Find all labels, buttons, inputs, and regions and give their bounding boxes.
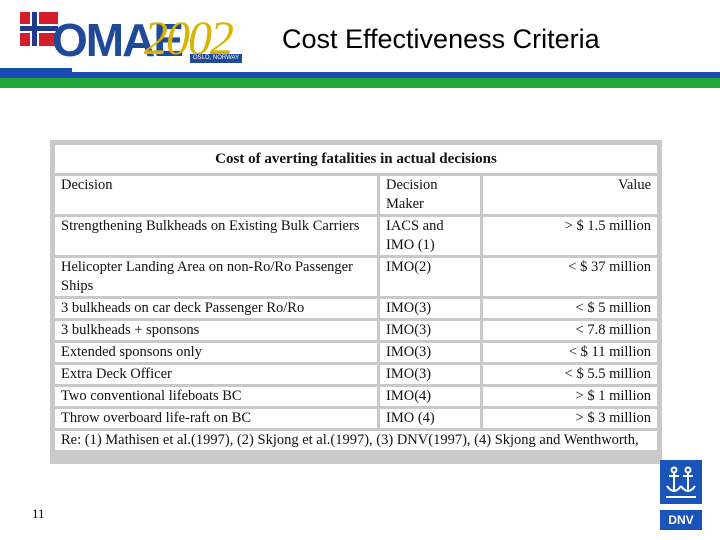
table-row: Extra Deck Officer IMO(3) < $ 5.5 millio… [55,365,657,384]
cell-maker: IMO(3) [380,343,480,362]
header-blue-bar [0,72,720,78]
table-caption-row: Cost of averting fatalities in actual de… [55,145,657,173]
cell-decision: Strengthening Bulkheads on Existing Bulk… [55,217,377,255]
cell-maker: IMO(4) [380,387,480,406]
table-row: Throw overboard life-raft on BC IMO (4) … [55,409,657,428]
cell-value: > $ 1 million [483,387,657,406]
cell-decision: 3 bulkheads on car deck Passenger Ro/Ro [55,299,377,318]
cell-maker: IMO(2) [380,258,480,296]
cell-decision: Helicopter Landing Area on non-Ro/Ro Pas… [55,258,377,296]
cell-maker: IACS and IMO (1) [380,217,480,255]
table-row: Two conventional lifeboats BC IMO(4) > $… [55,387,657,406]
cell-value: < $ 5.5 million [483,365,657,384]
cell-decision: Throw overboard life-raft on BC [55,409,377,428]
cell-value: < 7.8 million [483,321,657,340]
header-decision-maker: Decision Maker [380,176,480,214]
table-row: 3 bulkheads on car deck Passenger Ro/Ro … [55,299,657,318]
omae-logo: OMAE 2002 OSLO, NORWAY [14,10,246,68]
cell-decision: Extra Deck Officer [55,365,377,384]
header-value: Value [483,176,657,214]
dnv-emblem [660,460,702,504]
cell-maker: IMO (4) [380,409,480,428]
table-footnote: Re: (1) Mathisen et al.(1997), (2) Skjon… [55,431,657,450]
cell-value: < $ 37 million [483,258,657,296]
norway-flag-icon [20,12,58,46]
header-decision: Decision [55,176,377,214]
cell-value: < $ 11 million [483,343,657,362]
cell-value: > $ 3 million [483,409,657,428]
cell-maker: IMO(3) [380,299,480,318]
table-footnote-row: Re: (1) Mathisen et al.(1997), (2) Skjon… [55,431,657,450]
cost-table: Cost of averting fatalities in actual de… [52,142,660,453]
cell-value: > $ 1.5 million [483,217,657,255]
table-header-row: Decision Decision Maker Value [55,176,657,214]
header-green-bar [0,78,720,88]
table-row: Helicopter Landing Area on non-Ro/Ro Pas… [55,258,657,296]
cell-maker: IMO(3) [380,365,480,384]
page-number: 11 [32,506,45,521]
cell-decision: Extended sponsons only [55,343,377,362]
logo-location: OSLO, NORWAY [190,54,242,63]
cell-maker: IMO(3) [380,321,480,340]
cell-decision: Two conventional lifeboats BC [55,387,377,406]
dnv-label: DNV [660,510,702,530]
anchor-icon [666,466,696,498]
page-title: Cost Effectiveness Criteria [282,24,600,54]
table-row: 3 bulkheads + sponsons IMO(3) < 7.8 mill… [55,321,657,340]
table-caption: Cost of averting fatalities in actual de… [55,145,657,173]
cell-decision: 3 bulkheads + sponsons [55,321,377,340]
table-row: Strengthening Bulkheads on Existing Bulk… [55,217,657,255]
logo-word: OMAE [52,14,184,66]
cell-value: < $ 5 million [483,299,657,318]
dnv-logo: DNV [660,460,702,530]
table-row: Extended sponsons only IMO(3) < $ 11 mil… [55,343,657,362]
cost-table-frame: Cost of averting fatalities in actual de… [50,140,662,464]
